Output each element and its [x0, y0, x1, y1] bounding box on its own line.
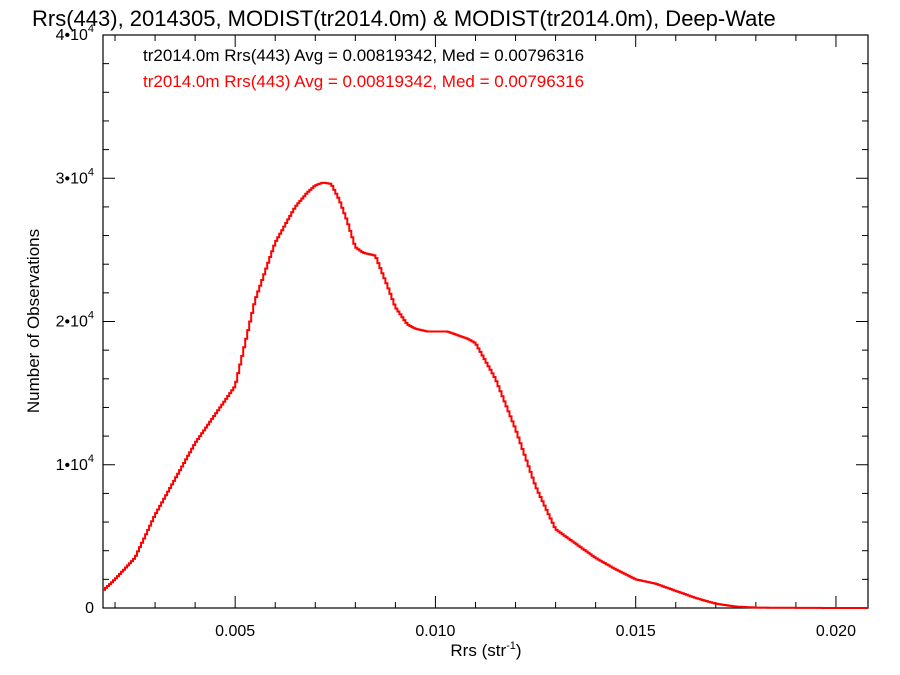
y-axis-label: Number of Observations [24, 229, 43, 413]
y-tick-label: 2•104 [56, 310, 94, 331]
legend-entry: tr2014.0m Rrs(443) Avg = 0.00819342, Med… [143, 72, 584, 91]
x-axis-label-end: ) [516, 641, 522, 660]
y-tick-label-exponent: 4 [88, 23, 94, 35]
y-tick-label: 4•104 [56, 23, 94, 44]
y-tick-label-exponent: 4 [88, 166, 94, 178]
x-tick-label: 0.005 [215, 623, 255, 640]
x-tick-label: 0.015 [616, 623, 656, 640]
y-tick-label: 0 [85, 600, 94, 617]
y-tick-label-base: 3•10 [56, 170, 88, 187]
legend-entry: tr2014.0m Rrs(443) Avg = 0.00819342, Med… [143, 46, 584, 65]
axis-tick-labels: 0.005 0.010 0.015 0.02001•1042•1043•1044•10… [56, 23, 856, 640]
plot-area [102, 34, 869, 609]
y-tick-label-base: 2•10 [56, 314, 88, 331]
y-tick-label-exponent: 4 [88, 310, 94, 322]
y-tick-label-exponent: 4 [88, 453, 94, 465]
histogram-series-line [103, 181, 868, 609]
x-tick-label: 0.020 [816, 623, 856, 640]
x-axis-label-text: Rrs (str [450, 641, 506, 660]
x-axis-label-superscript: -1 [506, 640, 516, 652]
y-tick-label: 1•104 [56, 453, 94, 474]
x-axis-label: Rrs (str-1) [450, 640, 521, 660]
y-tick-label-base: 4•10 [56, 27, 88, 44]
y-tick-label-base: 1•10 [56, 457, 88, 474]
y-tick-label-base: 0 [85, 600, 94, 617]
series-group [103, 181, 868, 609]
plot-frame [102, 34, 869, 609]
chart-title: Rrs(443), 2014305, MODIST(tr2014.0m) & M… [32, 6, 776, 31]
y-tick-label: 3•104 [56, 166, 94, 187]
legend: tr2014.0m Rrs(443) Avg = 0.00819342, Med… [143, 46, 584, 91]
x-tick-label: 0.010 [415, 623, 455, 640]
axis-ticks [103, 34, 868, 609]
